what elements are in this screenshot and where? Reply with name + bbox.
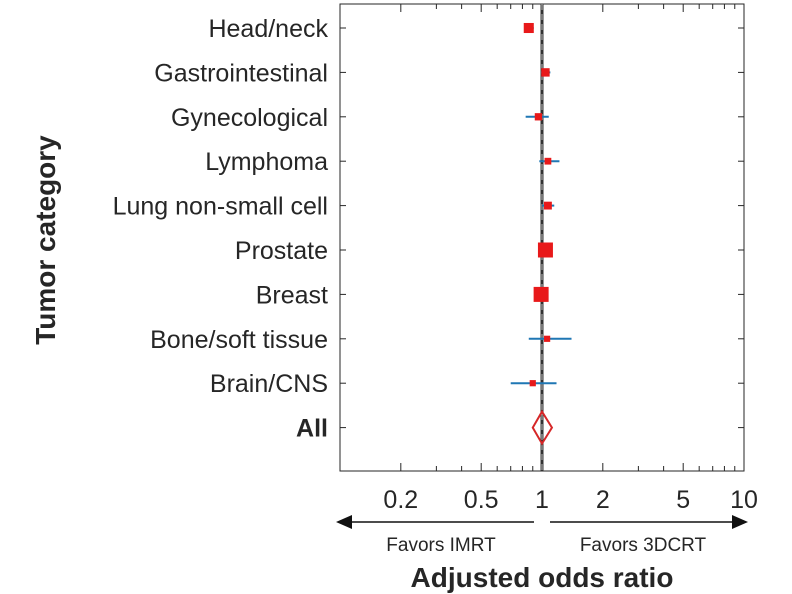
point-estimate bbox=[534, 113, 543, 121]
data-marks bbox=[510, 22, 572, 446]
point-estimate bbox=[544, 335, 551, 342]
x-tick-label: 2 bbox=[596, 486, 610, 514]
summary-label: All bbox=[296, 415, 328, 443]
x-tick-label: 5 bbox=[676, 486, 690, 514]
x-tick-label: 0.2 bbox=[383, 486, 418, 514]
x-tick-labels: 0.2 0.5 1 2 5 10 bbox=[383, 486, 757, 514]
x-tick-label: 0.5 bbox=[464, 486, 499, 514]
point-estimate bbox=[544, 201, 552, 210]
favors-3dcrt-label: Favors 3DCRT bbox=[580, 535, 707, 556]
point-estimate bbox=[541, 68, 550, 77]
point-estimate bbox=[529, 380, 536, 387]
summary-diamond bbox=[531, 409, 554, 446]
x-tick-label: 1 bbox=[535, 486, 549, 514]
category-label: Bone/soft tissue bbox=[150, 326, 328, 354]
category-label: Lymphoma bbox=[205, 148, 328, 176]
point-estimate bbox=[537, 242, 553, 258]
y-axis-label: Tumor category bbox=[30, 135, 61, 345]
category-label: Gastrointestinal bbox=[154, 59, 328, 87]
left-arrow-head bbox=[336, 515, 352, 529]
right-arrow-head bbox=[732, 515, 748, 529]
favors-imrt-label: Favors IMRT bbox=[386, 535, 496, 556]
direction-arrows bbox=[336, 515, 748, 529]
x-tick-label: 10 bbox=[730, 486, 758, 514]
plot-area bbox=[339, 3, 745, 472]
category-label: Brain/CNS bbox=[210, 370, 328, 398]
category-label: Gynecological bbox=[171, 104, 328, 132]
category-label: Lung non-small cell bbox=[113, 193, 328, 221]
point-estimate bbox=[523, 22, 534, 34]
category-labels: Head/neck Gastrointestinal Gynecological Ly… bbox=[113, 15, 329, 443]
point-estimate bbox=[533, 286, 549, 302]
category-label: Breast bbox=[256, 281, 328, 309]
category-label: Head/neck bbox=[208, 15, 328, 43]
x-axis-label: Adjusted odds ratio bbox=[411, 562, 674, 593]
point-estimate bbox=[544, 157, 552, 165]
category-label: Prostate bbox=[235, 237, 328, 265]
